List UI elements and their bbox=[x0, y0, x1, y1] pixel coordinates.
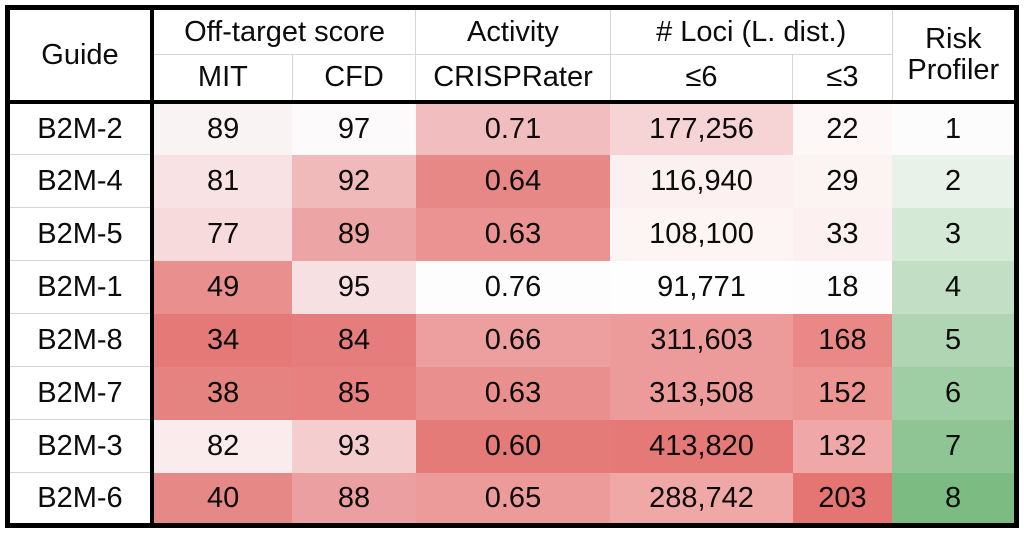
cell-loci-le3: 29 bbox=[792, 154, 893, 208]
cell-mit: 82 bbox=[151, 419, 293, 473]
table-row: B2M-1 49 95 0.76 91,771 18 4 bbox=[7, 260, 1017, 314]
table-header: Guide Off-target score Activity # Loci (… bbox=[6, 7, 1018, 102]
cell-crisprater: 0.64 bbox=[415, 154, 611, 208]
cell-loci-le6: 313,508 bbox=[610, 366, 793, 420]
col-header-risk-profiler: Risk Profiler bbox=[891, 7, 1018, 102]
cell-mit: 77 bbox=[151, 207, 293, 261]
cell-cfd: 84 bbox=[292, 313, 416, 367]
cell-loci-le3: 22 bbox=[792, 99, 893, 155]
cell-crisprater: 0.66 bbox=[415, 313, 611, 367]
cell-risk-rank: 7 bbox=[892, 419, 1017, 473]
risk-profiler-line2: Profiler bbox=[907, 53, 1000, 86]
cell-cfd: 92 bbox=[292, 154, 416, 208]
cell-loci-le6: 177,256 bbox=[610, 99, 793, 155]
table-row: B2M-6 40 88 0.65 288,742 203 8 bbox=[7, 472, 1017, 526]
cell-mit: 49 bbox=[151, 260, 293, 314]
cell-mit: 81 bbox=[151, 154, 293, 208]
cell-risk-rank: 8 bbox=[892, 472, 1017, 526]
risk-profiler-line1: Risk bbox=[925, 23, 982, 56]
table-row: B2M-5 77 89 0.63 108,100 33 3 bbox=[7, 207, 1017, 261]
table-body: B2M-2 89 97 0.71 177,256 22 1 B2M-4 81 9… bbox=[7, 99, 1017, 526]
col-header-cfd: CFD bbox=[291, 54, 417, 102]
table-row: B2M-8 34 84 0.66 311,603 168 5 bbox=[7, 313, 1017, 367]
cell-risk-rank: 3 bbox=[892, 207, 1017, 261]
cell-crisprater: 0.76 bbox=[415, 260, 611, 314]
guide-risk-table: Guide Off-target score Activity # Loci (… bbox=[5, 5, 1019, 528]
cell-loci-le6: 91,771 bbox=[610, 260, 793, 314]
row-label-guide: B2M-8 bbox=[7, 313, 154, 367]
cell-risk-rank: 2 bbox=[892, 154, 1017, 208]
cell-risk-rank: 5 bbox=[892, 313, 1017, 367]
cell-crisprater: 0.65 bbox=[415, 472, 611, 526]
cell-risk-rank: 6 bbox=[892, 366, 1017, 420]
cell-loci-le3: 18 bbox=[792, 260, 893, 314]
cell-crisprater: 0.63 bbox=[415, 366, 611, 420]
cell-risk-rank: 1 bbox=[892, 99, 1017, 155]
row-label-guide: B2M-3 bbox=[7, 419, 154, 473]
cell-crisprater: 0.60 bbox=[415, 419, 611, 473]
col-header-mit: MIT bbox=[151, 54, 293, 102]
row-label-guide: B2M-1 bbox=[7, 260, 154, 314]
cell-loci-le3: 203 bbox=[792, 472, 893, 526]
col-group-loci: # Loci (L. dist.) bbox=[609, 7, 893, 55]
cell-mit: 40 bbox=[151, 472, 293, 526]
cell-loci-le6: 288,742 bbox=[610, 472, 793, 526]
header-row-subcolumns: MIT CFD CRISPRater ≤6 ≤3 bbox=[8, 54, 1017, 102]
col-header-crisprater: CRISPRater bbox=[415, 54, 611, 102]
row-label-guide: B2M-7 bbox=[7, 366, 154, 420]
col-group-activity: Activity bbox=[415, 7, 611, 55]
col-header-loci-le6: ≤6 bbox=[609, 54, 794, 102]
row-label-guide: B2M-2 bbox=[7, 99, 154, 155]
table-row: B2M-7 38 85 0.63 313,508 152 6 bbox=[7, 366, 1017, 420]
cell-cfd: 88 bbox=[292, 472, 416, 526]
col-header-loci-le3: ≤3 bbox=[792, 54, 893, 102]
cell-loci-le3: 33 bbox=[792, 207, 893, 261]
cell-loci-le3: 152 bbox=[792, 366, 893, 420]
cell-loci-le6: 413,820 bbox=[610, 419, 793, 473]
cell-cfd: 93 bbox=[292, 419, 416, 473]
cell-crisprater: 0.71 bbox=[415, 99, 611, 155]
row-label-guide: B2M-5 bbox=[7, 207, 154, 261]
row-label-guide: B2M-6 bbox=[7, 472, 154, 526]
cell-cfd: 89 bbox=[292, 207, 416, 261]
cell-cfd: 95 bbox=[292, 260, 416, 314]
col-group-off-target-score: Off-target score bbox=[151, 7, 417, 55]
cell-loci-le6: 116,940 bbox=[610, 154, 793, 208]
cell-loci-le6: 311,603 bbox=[610, 313, 793, 367]
table-row: B2M-2 89 97 0.71 177,256 22 1 bbox=[7, 99, 1017, 155]
cell-risk-rank: 4 bbox=[892, 260, 1017, 314]
cell-mit: 38 bbox=[151, 366, 293, 420]
table-row: B2M-4 81 92 0.64 116,940 29 2 bbox=[7, 154, 1017, 208]
row-label-guide: B2M-4 bbox=[7, 154, 154, 208]
cell-cfd: 97 bbox=[292, 99, 416, 155]
table-row: B2M-3 82 93 0.60 413,820 132 7 bbox=[7, 419, 1017, 473]
cell-loci-le3: 132 bbox=[792, 419, 893, 473]
cell-loci-le6: 108,100 bbox=[610, 207, 793, 261]
col-header-guide: Guide bbox=[6, 7, 154, 102]
cell-mit: 34 bbox=[151, 313, 293, 367]
header-row-groups: Guide Off-target score Activity # Loci (… bbox=[6, 7, 1018, 102]
cell-crisprater: 0.63 bbox=[415, 207, 611, 261]
cell-mit: 89 bbox=[151, 99, 293, 155]
cell-cfd: 85 bbox=[292, 366, 416, 420]
cell-loci-le3: 168 bbox=[792, 313, 893, 367]
